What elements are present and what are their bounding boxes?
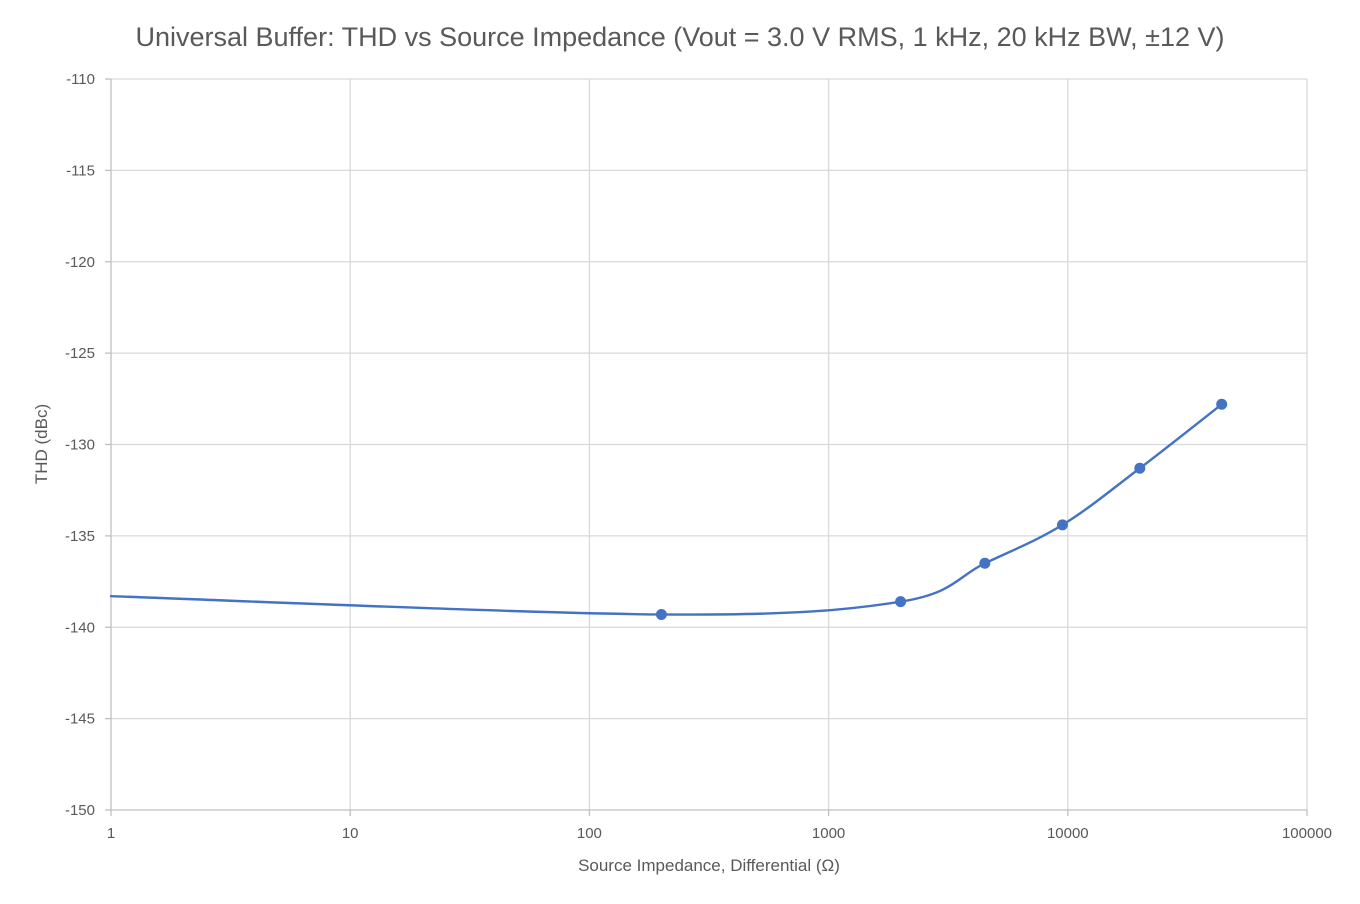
data-point	[1056, 519, 1068, 531]
x-tick-label: 100	[577, 825, 602, 842]
axes	[105, 78, 1308, 816]
y-tick-label: -140	[65, 619, 95, 636]
data-point	[655, 608, 667, 620]
y-tick-label: -130	[65, 437, 95, 454]
x-tick-label: 1000	[812, 825, 845, 842]
series-line	[109, 403, 1223, 616]
y-tick-label: -150	[65, 802, 95, 819]
grid	[111, 78, 1308, 810]
y-tick-label: -115	[66, 162, 95, 179]
x-tick-label: 10	[342, 825, 359, 842]
y-axis-label: THD (dBc)	[32, 404, 51, 484]
data-series	[109, 398, 1228, 620]
y-tick-label: -145	[65, 711, 95, 728]
x-tick-labels: 1 10 100 1000 10000 100000	[107, 825, 1332, 842]
chart-title: Universal Buffer: THD vs Source Impedanc…	[135, 22, 1224, 52]
x-tick-label: 10000	[1047, 825, 1089, 842]
y-tick-label: -125	[65, 345, 95, 362]
y-tick-labels: -150 -145 -140 -135 -130 -125 -120 -115 -110	[65, 71, 95, 819]
data-point	[895, 596, 907, 608]
data-point	[979, 557, 991, 569]
y-tick-label: -110	[66, 71, 95, 88]
x-axis-label: Source Impedance, Differential (Ω)	[578, 856, 840, 875]
data-point	[1216, 398, 1228, 410]
x-tick-label: 1	[107, 825, 115, 842]
y-tick-label: -135	[65, 528, 95, 545]
y-tick-label: -120	[65, 254, 95, 271]
x-tick-label: 100000	[1282, 825, 1332, 842]
data-point	[1134, 462, 1146, 474]
